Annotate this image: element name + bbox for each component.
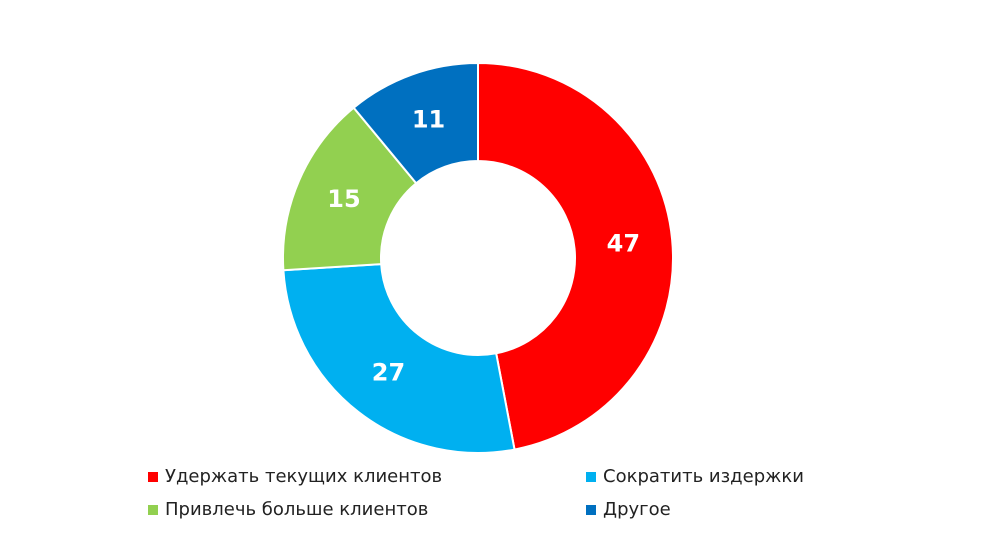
legend-label: Другое — [603, 499, 671, 520]
donut-segment — [477, 61, 674, 451]
data-label: 47 — [607, 229, 640, 257]
legend-label: Привлечь больше клиентов — [165, 499, 428, 520]
legend-marker — [586, 472, 596, 482]
legend-label: Удержать текущих клиентов — [165, 466, 442, 487]
legend-label: Сократить издержки — [603, 466, 804, 487]
donut-segment — [282, 263, 516, 454]
legend-marker — [148, 505, 158, 515]
data-label: 27 — [372, 358, 405, 386]
legend-marker — [148, 472, 158, 482]
data-label: 11 — [412, 106, 445, 134]
legend-marker — [586, 505, 596, 515]
data-label: 15 — [327, 185, 360, 213]
donut-segment — [352, 61, 479, 185]
